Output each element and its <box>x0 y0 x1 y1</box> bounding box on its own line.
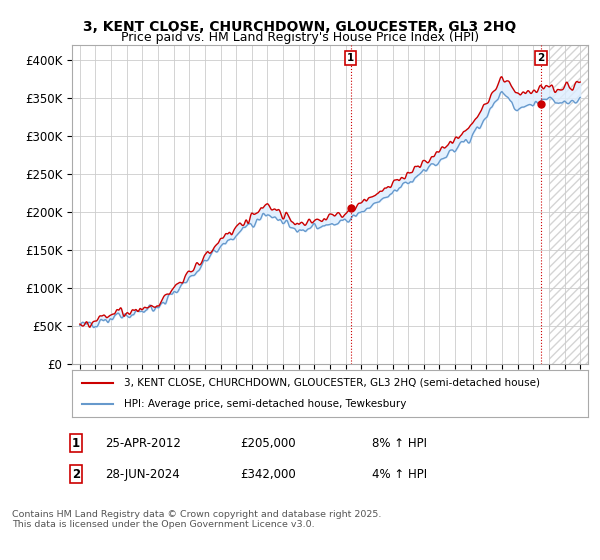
Text: 3, KENT CLOSE, CHURCHDOWN, GLOUCESTER, GL3 2HQ: 3, KENT CLOSE, CHURCHDOWN, GLOUCESTER, G… <box>83 20 517 34</box>
Text: 2: 2 <box>72 468 80 480</box>
Text: 25-APR-2012: 25-APR-2012 <box>105 437 181 450</box>
Text: Contains HM Land Registry data © Crown copyright and database right 2025.
This d: Contains HM Land Registry data © Crown c… <box>12 510 382 529</box>
Text: £342,000: £342,000 <box>240 468 296 480</box>
Text: Price paid vs. HM Land Registry's House Price Index (HPI): Price paid vs. HM Land Registry's House … <box>121 31 479 44</box>
Bar <box>549 45 588 364</box>
Text: 28-JUN-2024: 28-JUN-2024 <box>105 468 180 480</box>
Text: 1: 1 <box>72 437 80 450</box>
Text: £205,000: £205,000 <box>240 437 296 450</box>
Text: HPI: Average price, semi-detached house, Tewkesbury: HPI: Average price, semi-detached house,… <box>124 399 406 409</box>
Text: 1: 1 <box>347 53 354 63</box>
Text: 2: 2 <box>538 53 545 63</box>
Text: 4% ↑ HPI: 4% ↑ HPI <box>372 468 427 480</box>
Text: 8% ↑ HPI: 8% ↑ HPI <box>372 437 427 450</box>
Text: 3, KENT CLOSE, CHURCHDOWN, GLOUCESTER, GL3 2HQ (semi-detached house): 3, KENT CLOSE, CHURCHDOWN, GLOUCESTER, G… <box>124 378 539 388</box>
